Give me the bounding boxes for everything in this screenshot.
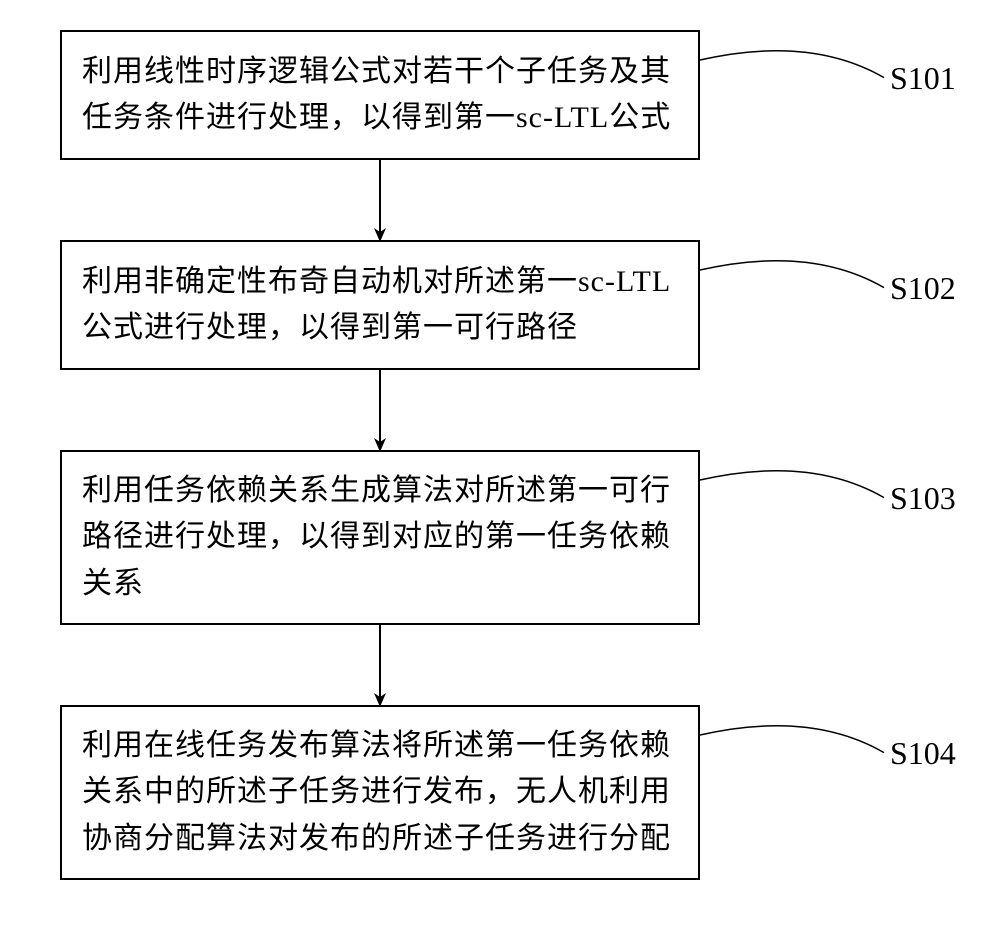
step-text-s104: 利用在线任务发布算法将所述第一任务依赖 关系中的所述子任务进行发布，无人机利用 …: [82, 723, 671, 863]
step-text-s101: 利用线性时序逻辑公式对若干个子任务及其 任务条件进行处理，以得到第一sc-LTL…: [82, 49, 671, 142]
step-box-s101: 利用线性时序逻辑公式对若干个子任务及其 任务条件进行处理，以得到第一sc-LTL…: [60, 30, 700, 160]
connector-s103: [700, 471, 884, 498]
step-label-s104: S104: [890, 735, 956, 772]
flowchart-canvas: 利用线性时序逻辑公式对若干个子任务及其 任务条件进行处理，以得到第一sc-LTL…: [0, 0, 1000, 950]
connector-s104: [700, 726, 884, 753]
step-box-s103: 利用任务依赖关系生成算法对所述第一可行 路径进行处理，以得到对应的第一任务依赖 …: [60, 450, 700, 625]
connector-s101: [700, 51, 884, 78]
step-label-s101: S101: [890, 60, 956, 97]
step-label-s102: S102: [890, 270, 956, 307]
step-text-s102: 利用非确定性布奇自动机对所述第一sc-LTL 公式进行处理，以得到第一可行路径: [82, 259, 671, 352]
step-label-s103: S103: [890, 480, 956, 517]
connector-s102: [700, 261, 884, 288]
step-text-s103: 利用任务依赖关系生成算法对所述第一可行 路径进行处理，以得到对应的第一任务依赖 …: [82, 468, 671, 608]
step-box-s104: 利用在线任务发布算法将所述第一任务依赖 关系中的所述子任务进行发布，无人机利用 …: [60, 705, 700, 880]
step-box-s102: 利用非确定性布奇自动机对所述第一sc-LTL 公式进行处理，以得到第一可行路径: [60, 240, 700, 370]
